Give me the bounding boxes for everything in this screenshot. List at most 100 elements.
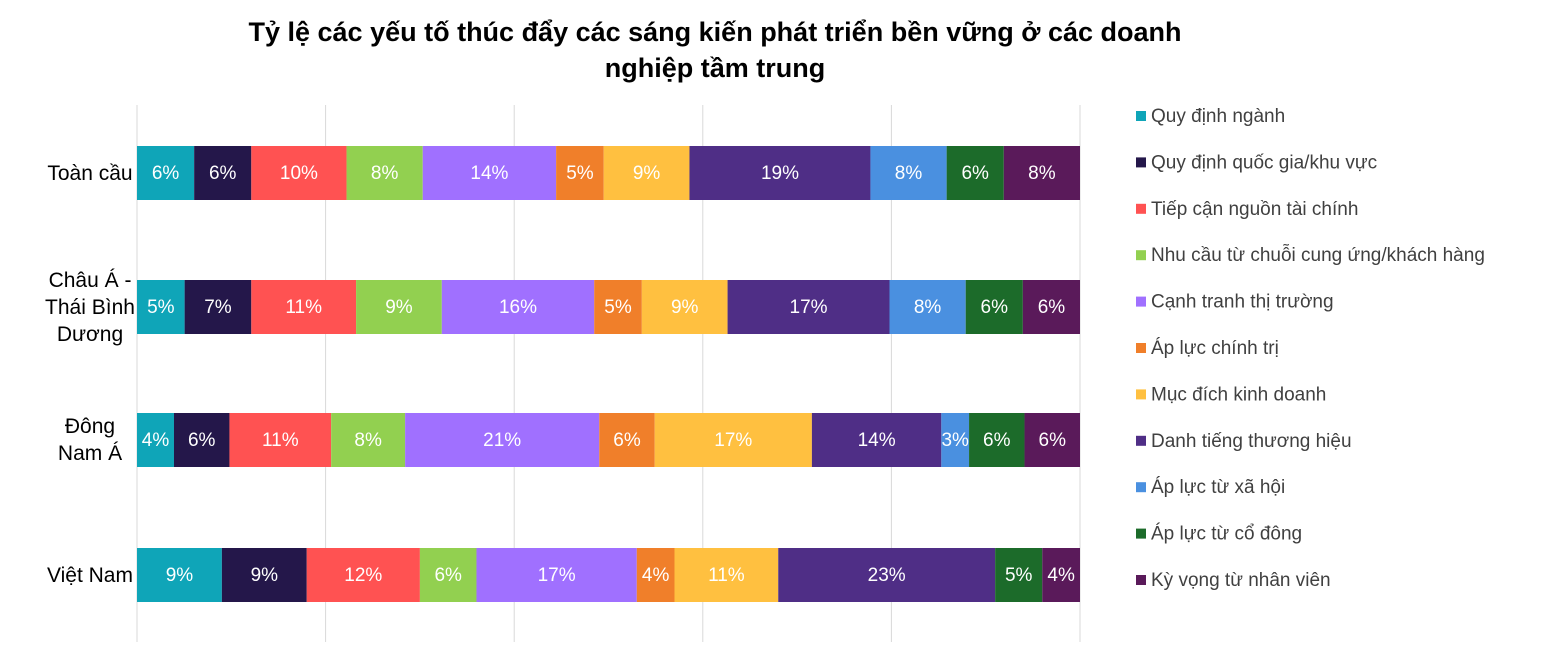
legend-label: Áp lực chính trị bbox=[1151, 338, 1279, 359]
legend-swatch bbox=[1136, 203, 1146, 214]
value-label: 6% bbox=[1039, 430, 1067, 451]
value-label: 4% bbox=[642, 565, 670, 586]
legend-label: Quy định ngành bbox=[1151, 106, 1285, 127]
legend-swatch bbox=[1136, 111, 1146, 121]
value-label: 5% bbox=[566, 163, 594, 184]
legend-label: Nhu cầu từ chuỗi cung ứng/khách hàng bbox=[1151, 244, 1485, 266]
value-label: 17% bbox=[790, 297, 828, 318]
value-label: 9% bbox=[671, 297, 699, 318]
category-text: Toàn cầu bbox=[47, 161, 133, 185]
bar-segment bbox=[184, 280, 252, 334]
legend-label: Kỳ vọng từ nhân viên bbox=[1151, 570, 1331, 591]
bar-segment bbox=[137, 146, 195, 200]
value-label: 16% bbox=[499, 297, 537, 318]
bar-segment bbox=[556, 146, 604, 200]
bar-segment bbox=[889, 280, 966, 334]
bar-segment bbox=[674, 548, 779, 602]
category-text: Việt Nam bbox=[47, 563, 133, 587]
bar-segment bbox=[995, 548, 1043, 602]
value-label: 6% bbox=[613, 430, 641, 451]
bar-segment bbox=[969, 413, 1025, 467]
value-label: 11% bbox=[262, 430, 299, 451]
value-label: 6% bbox=[981, 297, 1009, 318]
value-label: 3% bbox=[941, 430, 969, 451]
legend-label: Cạnh tranh thị trường bbox=[1151, 292, 1334, 313]
bar-segment bbox=[173, 413, 230, 467]
legend-swatch bbox=[1136, 528, 1146, 539]
value-label: 6% bbox=[961, 163, 989, 184]
value-label: 19% bbox=[761, 163, 799, 184]
value-label: 6% bbox=[434, 565, 462, 586]
bar-segment bbox=[1024, 413, 1080, 467]
value-label: 6% bbox=[983, 430, 1011, 451]
bar-segment bbox=[636, 548, 675, 602]
bar-segment bbox=[946, 146, 1004, 200]
value-label: 5% bbox=[147, 297, 175, 318]
bar-segment bbox=[1022, 280, 1080, 334]
bar-segment bbox=[778, 548, 996, 602]
y-tick-label: Toàn cầu bbox=[30, 113, 150, 233]
bar-segment bbox=[727, 280, 890, 334]
bar-segment bbox=[941, 413, 970, 467]
value-label: 11% bbox=[285, 297, 322, 318]
value-label: 8% bbox=[371, 163, 399, 184]
bar-segment bbox=[965, 280, 1023, 334]
bar-segment bbox=[1003, 146, 1080, 200]
value-label: 8% bbox=[1028, 163, 1056, 184]
legend-swatch bbox=[1136, 296, 1146, 307]
bar-segment bbox=[137, 280, 185, 334]
legend-swatch bbox=[1136, 482, 1146, 493]
bar-segment bbox=[356, 280, 442, 334]
bar-segment bbox=[229, 413, 332, 467]
value-label: 4% bbox=[142, 430, 170, 451]
value-label: 6% bbox=[1038, 297, 1066, 318]
value-label: 23% bbox=[868, 565, 906, 586]
bar-segment bbox=[811, 413, 942, 467]
value-label: 6% bbox=[209, 163, 237, 184]
category-text: Đông Nam Á bbox=[57, 415, 123, 465]
legend-swatch bbox=[1136, 389, 1146, 400]
legend-label: Danh tiếng thương hiệu bbox=[1151, 431, 1352, 452]
bar-segment bbox=[137, 548, 222, 602]
legend-label: Quy định quốc gia/khu vực bbox=[1151, 152, 1377, 173]
legend-swatch bbox=[1136, 250, 1146, 261]
value-label: 5% bbox=[1005, 565, 1033, 586]
chart-title: Tỷ lệ các yếu tố thúc đẩy các sáng kiến … bbox=[248, 17, 1182, 83]
bar-segment bbox=[251, 146, 347, 200]
value-label: 8% bbox=[895, 163, 923, 184]
legend-swatch bbox=[1136, 343, 1146, 353]
bar-segment bbox=[422, 146, 557, 200]
legend-label: Áp lực từ xã hội bbox=[1151, 477, 1285, 498]
bar-segment bbox=[419, 548, 477, 602]
value-label: 12% bbox=[344, 565, 382, 586]
value-label: 7% bbox=[204, 297, 232, 318]
value-label: 8% bbox=[914, 297, 942, 318]
value-label: 21% bbox=[483, 430, 521, 451]
y-tick-label: Châu Á -Thái Bình Dương bbox=[30, 247, 150, 367]
value-label: 6% bbox=[188, 430, 216, 451]
legend-label: Mục đích kinh doanh bbox=[1151, 384, 1326, 405]
legend-label: Áp lực từ cổ đông bbox=[1151, 524, 1302, 545]
category-text: Châu Á -Thái Bình Dương bbox=[45, 268, 135, 346]
bar-segment bbox=[641, 280, 728, 334]
bar-segment bbox=[1042, 548, 1080, 602]
value-label: 11% bbox=[708, 565, 745, 586]
y-tick-label: Đông Nam Á bbox=[30, 380, 150, 500]
legend-swatch bbox=[1136, 575, 1146, 585]
bar-segment bbox=[331, 413, 406, 467]
bar-segment bbox=[603, 146, 690, 200]
value-label: 14% bbox=[858, 430, 896, 451]
bar-segment bbox=[251, 280, 357, 334]
bar-segment bbox=[137, 413, 174, 467]
value-label: 10% bbox=[280, 163, 318, 184]
value-label: 5% bbox=[604, 297, 632, 318]
legend-swatch bbox=[1136, 157, 1146, 168]
value-label: 14% bbox=[470, 163, 508, 184]
y-tick-label: Việt Nam bbox=[30, 515, 150, 635]
bar-segment bbox=[221, 548, 307, 602]
value-label: 8% bbox=[354, 430, 382, 451]
value-label: 9% bbox=[251, 565, 279, 586]
value-label: 4% bbox=[1047, 565, 1075, 586]
bar-segment bbox=[654, 413, 812, 467]
